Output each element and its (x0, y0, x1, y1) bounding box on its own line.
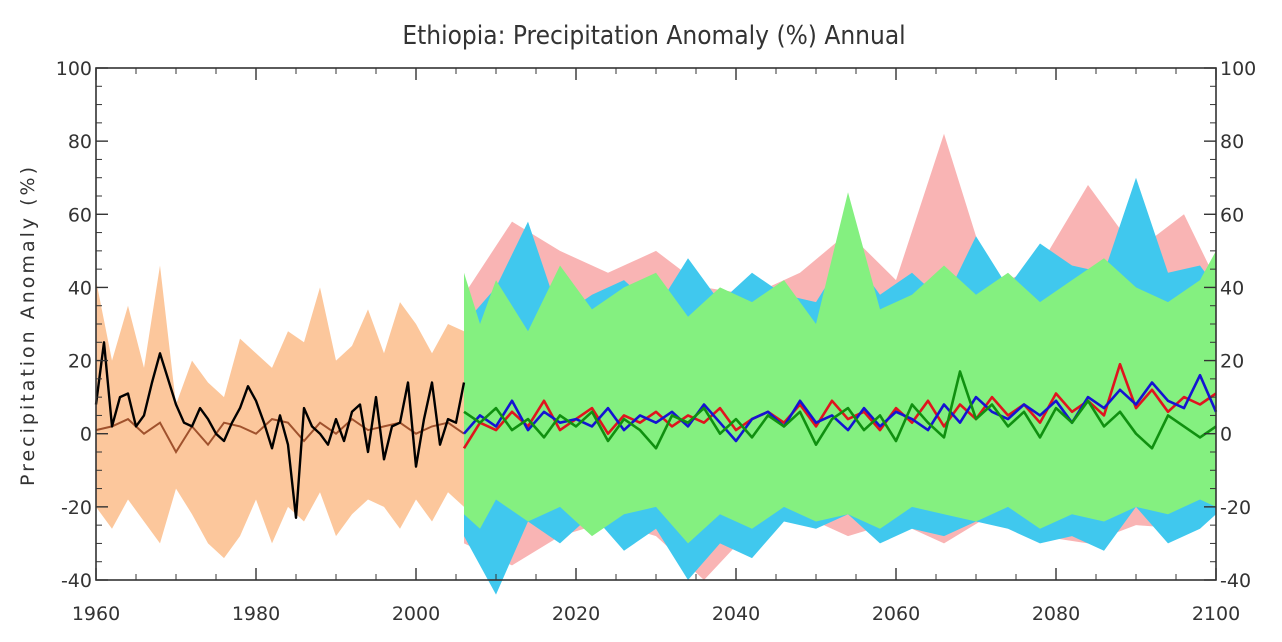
projection-line-3 (463, 370, 1217, 450)
x-tick-label: 2020 (552, 603, 600, 625)
x-tick-label: 2080 (1032, 603, 1080, 625)
y-tick-label-left: 60 (68, 204, 92, 226)
x-tick-label: 2100 (1192, 603, 1240, 625)
y-tick-label-right: 20 (1220, 351, 1244, 373)
x-tick-label: 2000 (392, 603, 440, 625)
projection-range-band-3 (464, 192, 1216, 544)
projection-line-2 (463, 373, 1218, 443)
y-tick-label-left: 20 (68, 351, 92, 373)
y-tick-label-left: -40 (61, 570, 92, 592)
y-tick-label-left: -20 (61, 497, 92, 519)
x-tick-label: 1960 (72, 603, 120, 625)
historical-range-band (96, 265, 464, 559)
chart-title: Ethiopia: Precipitation Anomaly (%) Annu… (402, 21, 905, 51)
historical-median-line (95, 417, 465, 454)
y-tick-label-right: 80 (1220, 131, 1244, 153)
y-tick-label-left: 100 (56, 58, 92, 80)
y-tick-label-right: -20 (1220, 497, 1251, 519)
y-tick-label-right: 100 (1220, 58, 1256, 80)
y-tick-label-right: 40 (1220, 277, 1244, 299)
x-tick-label: 1980 (232, 603, 280, 625)
y-axis-label: Precipitation Anomaly (%) (17, 164, 39, 486)
y-tick-label-right: -40 (1220, 570, 1251, 592)
x-tick-label: 2040 (712, 603, 760, 625)
y-tick-label-left: 80 (68, 131, 92, 153)
y-tick-label-right: 0 (1220, 424, 1232, 446)
y-tick-label-right: 60 (1220, 204, 1244, 226)
x-tick-label: 2060 (872, 603, 920, 625)
y-tick-label-left: 0 (80, 424, 92, 446)
y-tick-label-left: 40 (68, 277, 92, 299)
observed-line (94, 341, 466, 519)
